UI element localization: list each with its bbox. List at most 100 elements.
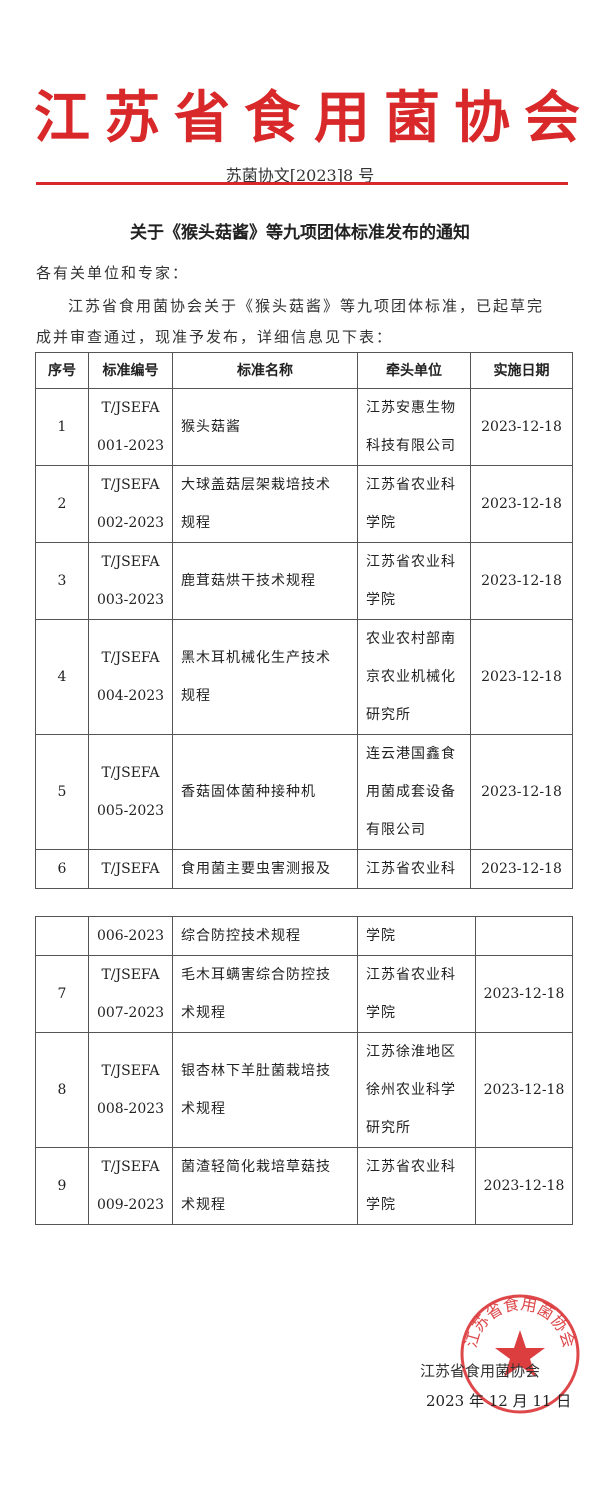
document-number: 苏菌协文[2023]8 号 <box>225 166 375 185</box>
cell-line: 连云港国鑫食 <box>366 746 456 762</box>
table-row: 6 T/JSEFA 食用菌主要虫害测报及 江苏省农业科 2023-12-18 <box>35 849 573 889</box>
table-row: 4 T/JSEFA 004-2023 黑木耳机械化生产技术 规程 农业农村部南 京农业… <box>35 619 573 735</box>
cell-line: T/JSEFA <box>101 765 160 781</box>
cell-line: 学院 <box>366 515 396 531</box>
cell-date: 2023-12-18 <box>470 542 573 620</box>
cell-no: 4 <box>35 619 89 735</box>
cell-line: 京农业机械化 <box>366 669 456 685</box>
cell-name: 大球盖菇层架栽培技术 规程 <box>172 465 358 543</box>
cell-no: 8 <box>35 1032 89 1148</box>
cell-code: T/JSEFA 007-2023 <box>88 955 173 1033</box>
cell-unit: 江苏安惠生物 科技有限公司 <box>357 388 471 466</box>
standards-table-part-1: 序号 标准编号 标准名称 牵头单位 实施日期 1 T/JSEFA 001-2023 猴头菇… <box>35 352 573 889</box>
standards-table-part-2: 006-2023 综合防控技术规程 学院 7 T/JSEFA 007-2023 毛木耳螨… <box>35 916 573 1225</box>
table-row-continued: 006-2023 综合防控技术规程 学院 <box>35 916 573 956</box>
table-row: 9 T/JSEFA 009-2023 菌渣轻简化栽培草菇技 术规程 江苏省农业科 学院… <box>35 1147 573 1225</box>
cell-code: T/JSEFA 008-2023 <box>88 1032 173 1148</box>
cell-line: T/JSEFA <box>101 400 160 416</box>
cell-line: 研究所 <box>366 707 411 723</box>
cell-line: 术规程 <box>181 1197 226 1213</box>
cell-name: 香菇固体菌种接种机 <box>172 734 358 850</box>
cell-line: 005-2023 <box>96 803 165 819</box>
cell-code: T/JSEFA 005-2023 <box>88 734 173 850</box>
cell-name: 黑木耳机械化生产技术 规程 <box>172 619 358 735</box>
cell-line: 江苏省农业科 <box>366 1159 456 1175</box>
cell-unit: 江苏省农业科 学院 <box>357 542 471 620</box>
cell-line: 江苏省农业科 <box>366 477 456 493</box>
salutation: 各有关单位和专家： <box>36 264 190 282</box>
cell-line: 毛木耳螨害综合防控技 <box>181 967 331 983</box>
cell-line: 大球盖菇层架栽培技术 <box>181 477 331 493</box>
cell-line: 江苏省农业科 <box>366 554 456 570</box>
cell-line: 007-2023 <box>96 1005 165 1021</box>
cell-line: T/JSEFA <box>101 477 160 493</box>
cell-line: 银杏林下羊肚菌栽培技 <box>181 1063 331 1079</box>
cell-code: T/JSEFA 009-2023 <box>88 1147 173 1225</box>
cell-line: 002-2023 <box>96 515 165 531</box>
cell-line: 学院 <box>366 1005 396 1021</box>
table-row: 8 T/JSEFA 008-2023 银杏林下羊肚菌栽培技 术规程 江苏徐淮地区 徐州… <box>35 1032 573 1148</box>
table-row: 2 T/JSEFA 002-2023 大球盖菇层架栽培技术 规程 江苏省农业科 学院 … <box>35 465 573 543</box>
cell-name: 银杏林下羊肚菌栽培技 术规程 <box>172 1032 358 1148</box>
body-text-line-2: 成并审查通过，现准予发布，详细信息见下表： <box>36 328 394 346</box>
cell-date: 2023-12-18 <box>470 388 573 466</box>
cell-line: 黑木耳机械化生产技术 <box>181 650 331 666</box>
cell-unit: 江苏省农业科 学院 <box>357 465 471 543</box>
header-divider <box>36 182 568 185</box>
cell-unit: 江苏徐淮地区 徐州农业科学 研究所 <box>357 1032 476 1148</box>
cell-unit: 江苏省农业科 <box>357 849 471 889</box>
table-row: 1 T/JSEFA 001-2023 猴头菇酱 江苏安惠生物 科技有限公司 2023… <box>35 388 573 466</box>
cell-unit: 江苏省农业科 学院 <box>357 955 476 1033</box>
cell-line: 农业农村部南 <box>366 631 456 647</box>
cell-code: T/JSEFA 004-2023 <box>88 619 173 735</box>
cell-line: 001-2023 <box>96 438 165 454</box>
organization-header: 江苏省食用菌协会 <box>34 86 594 151</box>
cell-name: 食用菌主要虫害测报及 <box>172 849 358 889</box>
cell-line: T/JSEFA <box>101 1159 160 1175</box>
cell-no: 1 <box>35 388 89 466</box>
cell-line: 术规程 <box>181 1005 226 1021</box>
cell-line: T/JSEFA <box>101 554 160 570</box>
table-row: 3 T/JSEFA 003-2023 鹿茸菇烘干技术规程 江苏省农业科 学院 202… <box>35 542 573 620</box>
cell-line: 江苏省农业科 <box>366 967 456 983</box>
cell-line: 有限公司 <box>366 822 426 838</box>
column-header: 序号 <box>35 352 89 389</box>
cell-unit: 连云港国鑫食 用菌成套设备 有限公司 <box>357 734 471 850</box>
cell-line: 009-2023 <box>96 1197 165 1213</box>
table-row: 7 T/JSEFA 007-2023 毛木耳螨害综合防控技 术规程 江苏省农业科 学院… <box>35 955 573 1033</box>
cell-line: 术规程 <box>181 1101 226 1117</box>
cell-date: 2023-12-18 <box>475 1032 573 1148</box>
cell-name: 菌渣轻简化栽培草菇技 术规程 <box>172 1147 358 1225</box>
table-header-row: 序号 标准编号 标准名称 牵头单位 实施日期 <box>35 352 573 389</box>
table-row: 5 T/JSEFA 005-2023 香菇固体菌种接种机 连云港国鑫食 用菌成套设备… <box>35 734 573 850</box>
cell-unit: 学院 <box>357 916 476 956</box>
cell-line: 研究所 <box>366 1120 411 1136</box>
cell-unit: 江苏省农业科 学院 <box>357 1147 476 1225</box>
cell-date: 2023-12-18 <box>475 1147 573 1225</box>
cell-line: T/JSEFA <box>101 1063 160 1079</box>
cell-line: 猴头菇酱 <box>181 419 241 435</box>
cell-line: 菌渣轻简化栽培草菇技 <box>181 1159 331 1175</box>
cell-code: T/JSEFA 001-2023 <box>88 388 173 466</box>
cell-no: 5 <box>35 734 89 850</box>
cell-name: 鹿茸菇烘干技术规程 <box>172 542 358 620</box>
cell-no: 6 <box>35 849 89 889</box>
cell-line: 规程 <box>181 515 211 531</box>
star-icon <box>495 1330 545 1377</box>
cell-code: T/JSEFA 002-2023 <box>88 465 173 543</box>
cell-date: 2023-12-18 <box>470 465 573 543</box>
body-text-line-1: 江苏省食用菌协会关于《猴头菇酱》等九项团体标准，已起草完 <box>68 297 545 315</box>
cell-name: 毛木耳螨害综合防控技 术规程 <box>172 955 358 1033</box>
cell-line: 香菇固体菌种接种机 <box>181 784 316 800</box>
cell-code: T/JSEFA <box>88 849 173 889</box>
official-seal: 江苏省食用菌协会 <box>460 1294 580 1414</box>
cell-line: 004-2023 <box>96 688 165 704</box>
column-header: 标准名称 <box>172 352 358 389</box>
column-header: 标准编号 <box>88 352 173 389</box>
cell-date: 2023-12-18 <box>475 955 573 1033</box>
cell-name: 猴头菇酱 <box>172 388 358 466</box>
cell-line: 徐州农业科学 <box>366 1082 456 1098</box>
cell-line: T/JSEFA <box>101 967 160 983</box>
cell-date: 2023-12-18 <box>470 619 573 735</box>
